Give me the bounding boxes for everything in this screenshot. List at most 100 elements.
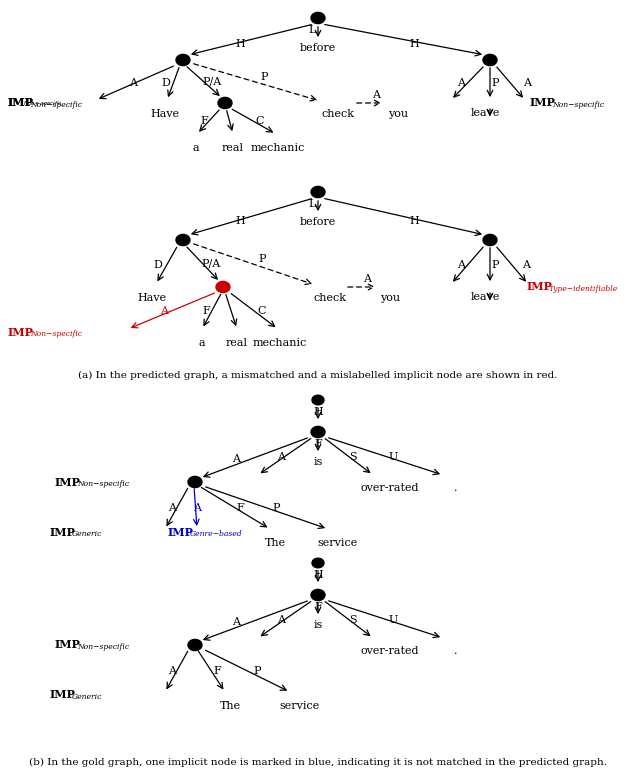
Text: A: A xyxy=(168,503,177,513)
Text: mechanic: mechanic xyxy=(251,143,305,153)
Text: H: H xyxy=(409,39,419,49)
Text: is: is xyxy=(314,457,323,467)
Text: A: A xyxy=(522,260,531,270)
Text: L: L xyxy=(308,25,316,35)
Text: S: S xyxy=(349,452,357,462)
Text: A: A xyxy=(457,260,465,270)
Text: H: H xyxy=(313,407,323,417)
Text: H: H xyxy=(409,216,419,226)
Text: Generic: Generic xyxy=(72,530,102,538)
Text: F: F xyxy=(314,602,322,612)
Text: you: you xyxy=(388,109,408,119)
Text: P/A: P/A xyxy=(202,259,221,268)
Ellipse shape xyxy=(216,281,230,293)
Text: The: The xyxy=(220,701,241,711)
Text: A: A xyxy=(457,78,465,88)
Text: (b) In the gold graph, one implicit node is marked in blue, indicating it is not: (b) In the gold graph, one implicit node… xyxy=(29,757,607,766)
Text: Generic: Generic xyxy=(72,693,102,701)
Text: D: D xyxy=(153,260,162,270)
Text: F: F xyxy=(236,503,244,513)
Text: A: A xyxy=(278,615,285,625)
Text: IMP: IMP xyxy=(55,639,81,650)
Text: Have: Have xyxy=(138,293,166,303)
Text: P: P xyxy=(260,72,268,82)
Text: S: S xyxy=(349,615,357,625)
Text: H: H xyxy=(313,570,323,580)
Text: mechanic: mechanic xyxy=(253,338,307,348)
Text: before: before xyxy=(300,43,336,53)
Text: P: P xyxy=(253,666,261,676)
Ellipse shape xyxy=(312,395,324,405)
Text: A: A xyxy=(524,78,531,88)
Text: P: P xyxy=(492,78,499,88)
Text: service: service xyxy=(318,538,358,548)
Text: a: a xyxy=(198,338,205,348)
Ellipse shape xyxy=(218,98,232,109)
Text: H: H xyxy=(236,216,245,226)
Ellipse shape xyxy=(312,558,324,568)
Text: A: A xyxy=(372,90,380,100)
Text: A: A xyxy=(160,306,168,316)
Ellipse shape xyxy=(188,639,202,650)
Text: H: H xyxy=(236,39,245,49)
Ellipse shape xyxy=(483,54,497,66)
Text: Non−specific: Non−specific xyxy=(552,101,604,109)
Text: F: F xyxy=(203,305,211,315)
Text: check: check xyxy=(314,293,346,303)
Text: check: check xyxy=(321,109,355,119)
Text: F: F xyxy=(214,666,221,676)
Ellipse shape xyxy=(176,54,190,66)
Ellipse shape xyxy=(311,187,325,198)
Text: A: A xyxy=(232,617,241,627)
Text: real: real xyxy=(222,143,244,153)
Text: Non−specific: Non−specific xyxy=(77,643,129,651)
Text: service: service xyxy=(280,701,320,711)
Text: IMP: IMP xyxy=(168,526,194,538)
Text: F: F xyxy=(314,439,322,449)
Text: (a) In the predicted graph, a mismatched and a mislabelled implicit node are sho: (a) In the predicted graph, a mismatched… xyxy=(78,370,557,380)
Text: C: C xyxy=(255,116,264,126)
Text: P: P xyxy=(273,503,280,513)
Ellipse shape xyxy=(311,590,325,601)
Text: U: U xyxy=(388,615,397,625)
Text: leave: leave xyxy=(470,108,500,118)
Text: $_{Non-specific}$: $_{Non-specific}$ xyxy=(24,100,63,109)
Text: you: you xyxy=(380,293,400,303)
Text: IMP: IMP xyxy=(8,98,34,109)
Ellipse shape xyxy=(188,477,202,487)
Text: IMP: IMP xyxy=(8,326,34,337)
Text: A: A xyxy=(193,503,202,513)
Text: .: . xyxy=(454,646,458,656)
Text: Non−specific: Non−specific xyxy=(77,480,129,488)
Text: a: a xyxy=(193,143,199,153)
Text: F: F xyxy=(200,116,209,126)
Text: C: C xyxy=(257,305,266,315)
Ellipse shape xyxy=(311,426,325,438)
Text: D: D xyxy=(161,78,170,88)
Text: Non−specific: Non−specific xyxy=(30,101,82,109)
Text: IMP: IMP xyxy=(55,477,81,487)
Text: over-rated: over-rated xyxy=(361,646,419,656)
Text: IMP: IMP xyxy=(50,526,76,538)
Text: P/A: P/A xyxy=(202,77,221,87)
Text: A: A xyxy=(278,452,285,462)
Text: is: is xyxy=(314,620,323,630)
Text: A: A xyxy=(364,274,371,284)
Text: leave: leave xyxy=(470,292,500,302)
Text: U: U xyxy=(388,452,397,462)
Text: real: real xyxy=(226,338,248,348)
Text: Non−specific: Non−specific xyxy=(30,330,82,338)
Text: .: . xyxy=(454,483,458,493)
Text: IMP: IMP xyxy=(530,98,556,109)
Text: P: P xyxy=(259,254,266,264)
Ellipse shape xyxy=(311,12,325,23)
Text: IMP: IMP xyxy=(527,281,553,292)
Text: A: A xyxy=(168,666,177,676)
Ellipse shape xyxy=(483,234,497,246)
Text: The: The xyxy=(264,538,285,548)
Text: over-rated: over-rated xyxy=(361,483,419,493)
Text: before: before xyxy=(300,217,336,227)
Text: Type−identifiable: Type−identifiable xyxy=(549,285,618,293)
Text: Genre−based: Genre−based xyxy=(190,530,243,538)
Text: P: P xyxy=(492,260,499,270)
